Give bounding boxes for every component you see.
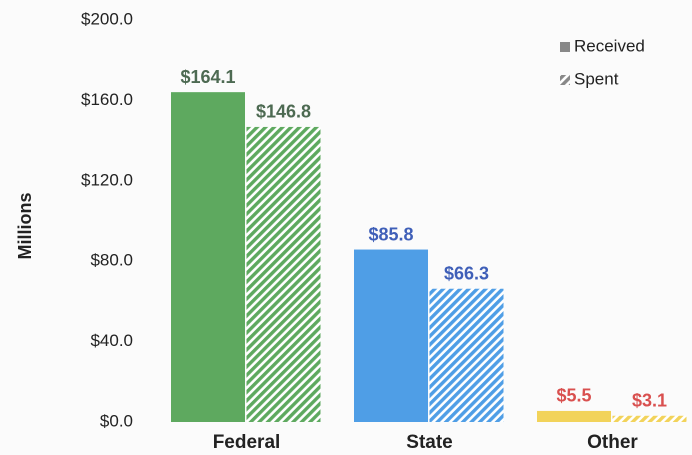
legend-label: Spent: [574, 69, 619, 88]
value-label: $66.3: [444, 263, 489, 283]
y-tick-label: $120.0: [81, 170, 133, 189]
x-tick-label: State: [406, 432, 452, 453]
bar: [171, 92, 245, 422]
y-tick-label: $40.0: [90, 331, 133, 350]
y-axis-label: Millions: [15, 193, 35, 260]
y-tick-label: $0.0: [100, 411, 133, 430]
y-tick-label: $200.0: [81, 9, 133, 28]
y-tick-label: $160.0: [81, 90, 133, 109]
value-label: $3.1: [632, 391, 667, 411]
value-label: $5.5: [556, 386, 591, 406]
legend-swatch: [560, 42, 570, 52]
bar: [429, 288, 504, 422]
bar: [612, 415, 687, 422]
bar: [354, 249, 428, 422]
value-label: $164.1: [180, 67, 235, 87]
legend-label: Received: [574, 36, 645, 55]
x-tick-label: Other: [587, 432, 638, 453]
value-label: $85.8: [368, 224, 413, 244]
legend-swatch: [560, 75, 570, 85]
value-label: $146.8: [256, 102, 311, 122]
bar: [246, 126, 321, 422]
bar: [537, 410, 611, 422]
y-tick-label: $80.0: [90, 251, 133, 270]
x-tick-label: Federal: [213, 432, 281, 453]
